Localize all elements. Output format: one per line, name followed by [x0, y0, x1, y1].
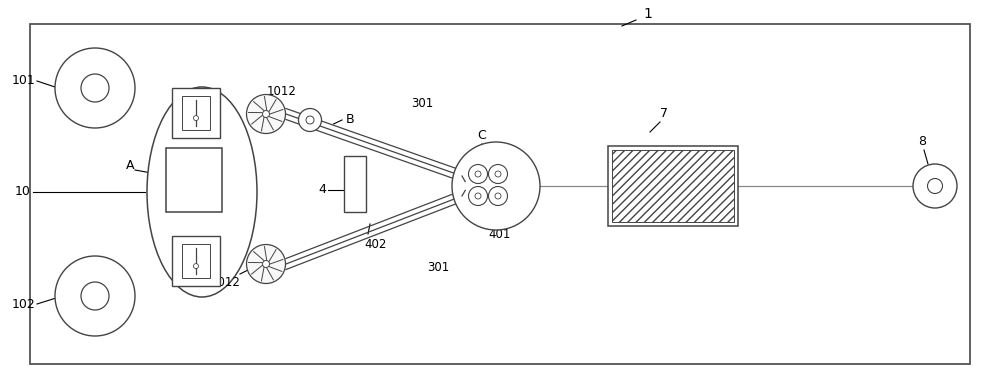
- Circle shape: [194, 115, 198, 120]
- Circle shape: [81, 74, 109, 102]
- Bar: [344, 156, 366, 212]
- Circle shape: [306, 116, 314, 124]
- Circle shape: [246, 244, 286, 283]
- Bar: [172, 88, 220, 138]
- Circle shape: [468, 164, 488, 183]
- Text: 101: 101: [11, 74, 35, 88]
- Circle shape: [913, 164, 957, 208]
- Circle shape: [475, 193, 481, 199]
- Bar: [182, 244, 210, 278]
- Circle shape: [928, 178, 942, 193]
- Text: 1012: 1012: [267, 85, 297, 98]
- Text: 8: 8: [918, 135, 926, 148]
- Circle shape: [495, 171, 501, 177]
- Text: 301: 301: [411, 97, 433, 110]
- Text: 102: 102: [11, 298, 35, 310]
- Circle shape: [489, 186, 508, 205]
- Circle shape: [262, 110, 270, 117]
- Bar: [608, 146, 738, 226]
- Bar: [172, 236, 220, 286]
- Text: 1012: 1012: [211, 276, 241, 289]
- Text: 401: 401: [489, 228, 511, 241]
- Circle shape: [495, 193, 501, 199]
- Text: A: A: [126, 159, 134, 173]
- Text: 7: 7: [660, 107, 668, 120]
- Circle shape: [194, 264, 198, 269]
- Text: 301: 301: [427, 261, 449, 274]
- Ellipse shape: [147, 87, 257, 297]
- Circle shape: [81, 282, 109, 310]
- Circle shape: [452, 142, 540, 230]
- Circle shape: [262, 261, 270, 267]
- Circle shape: [298, 108, 322, 132]
- Circle shape: [489, 164, 508, 183]
- Bar: [182, 96, 210, 130]
- Text: C: C: [478, 129, 486, 142]
- Circle shape: [475, 171, 481, 177]
- Bar: [30, 24, 970, 364]
- Circle shape: [55, 256, 135, 336]
- Bar: [612, 150, 734, 222]
- Text: 402: 402: [364, 238, 386, 251]
- Circle shape: [55, 48, 135, 128]
- Circle shape: [246, 95, 286, 134]
- Text: B: B: [346, 113, 355, 127]
- Text: 10: 10: [15, 186, 31, 198]
- Text: 1: 1: [644, 7, 652, 21]
- Bar: [166, 148, 222, 212]
- Text: 4: 4: [318, 183, 326, 196]
- Circle shape: [468, 186, 488, 205]
- Bar: [612, 150, 734, 222]
